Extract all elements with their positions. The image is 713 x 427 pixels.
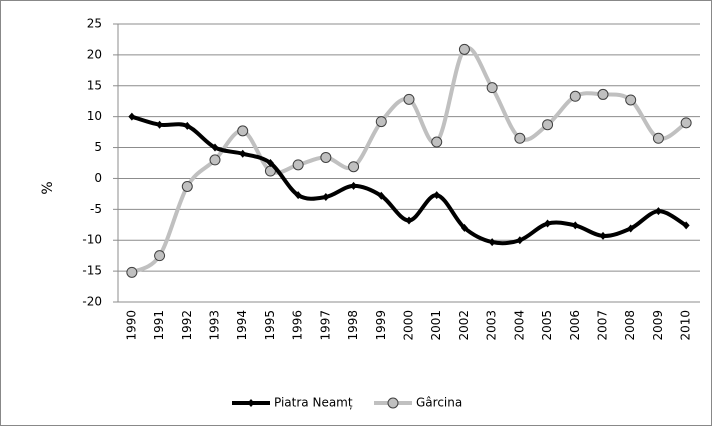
marker: [627, 224, 635, 233]
y-tick-label: -15: [82, 264, 102, 278]
x-tick-label: 2007: [596, 310, 610, 341]
x-tick-label: 2001: [429, 310, 443, 341]
marker: [128, 112, 136, 121]
x-tick-label: 2000: [402, 310, 416, 341]
marker: [597, 88, 609, 100]
marker: [322, 192, 330, 201]
x-tick-label: 2003: [485, 310, 499, 341]
y-tick-label: 20: [87, 47, 102, 61]
marker: [431, 136, 443, 148]
marker: [652, 132, 664, 144]
marker: [239, 149, 247, 158]
marker: [654, 207, 662, 216]
marker: [126, 266, 138, 278]
marker: [156, 120, 164, 129]
x-tick-label: 1990: [124, 310, 138, 341]
marker: [542, 119, 554, 131]
marker: [460, 223, 468, 232]
marker: [433, 191, 441, 200]
y-axis-label: %: [40, 181, 56, 194]
y-tick-label: -20: [82, 295, 102, 309]
marker: [377, 191, 385, 200]
marker: [405, 216, 413, 225]
marker: [599, 231, 607, 240]
marker: [247, 399, 255, 407]
y-tick-label: -5: [90, 202, 102, 216]
marker: [571, 221, 579, 230]
marker: [514, 132, 526, 144]
x-tick-label: 2010: [679, 310, 693, 341]
x-tick-label: 2009: [651, 310, 665, 341]
marker: [266, 159, 274, 167]
marker: [294, 191, 302, 200]
x-tick-label: 1998: [346, 310, 360, 341]
x-tick-label: 1995: [263, 310, 277, 341]
marker: [211, 143, 219, 152]
x-tick-label: 1996: [291, 310, 305, 341]
legend-label: Gârcina: [416, 396, 462, 410]
x-tick-label: 2005: [540, 310, 554, 341]
x-tick-label: 2006: [568, 310, 582, 341]
y-tick-label: 25: [87, 17, 102, 31]
marker: [181, 180, 193, 192]
x-tick-label: 2008: [623, 310, 637, 341]
x-tick-label: 1994: [235, 310, 249, 341]
marker: [375, 116, 387, 128]
marker: [183, 121, 191, 130]
x-tick-label: 1992: [180, 310, 194, 341]
x-tick-label: 2004: [512, 310, 526, 341]
x-tick-label: 2002: [457, 310, 471, 341]
marker: [625, 94, 637, 106]
marker: [237, 125, 249, 137]
marker: [569, 90, 581, 102]
legend-label: Piatra Neamț: [274, 396, 353, 410]
marker: [486, 82, 498, 94]
y-tick-label: 5: [94, 140, 102, 154]
marker: [682, 221, 690, 230]
marker: [292, 159, 304, 171]
y-tick-label: -10: [82, 233, 102, 247]
marker: [350, 181, 358, 190]
marker: [680, 117, 692, 129]
marker: [154, 250, 166, 262]
x-tick-label: 1997: [318, 310, 332, 341]
y-tick-label: 0: [94, 171, 102, 185]
marker: [488, 238, 496, 247]
marker: [544, 219, 552, 228]
marker: [516, 236, 524, 245]
y-tick-label: 10: [87, 109, 102, 123]
marker: [387, 397, 399, 409]
x-tick-label: 1993: [208, 310, 222, 341]
x-tick-label: 1999: [374, 310, 388, 341]
marker: [320, 151, 332, 163]
marker: [348, 161, 360, 173]
y-tick-label: 15: [87, 78, 102, 92]
x-tick-label: 1991: [152, 310, 166, 341]
marker: [403, 93, 415, 105]
marker: [209, 154, 221, 166]
marker: [458, 43, 470, 55]
